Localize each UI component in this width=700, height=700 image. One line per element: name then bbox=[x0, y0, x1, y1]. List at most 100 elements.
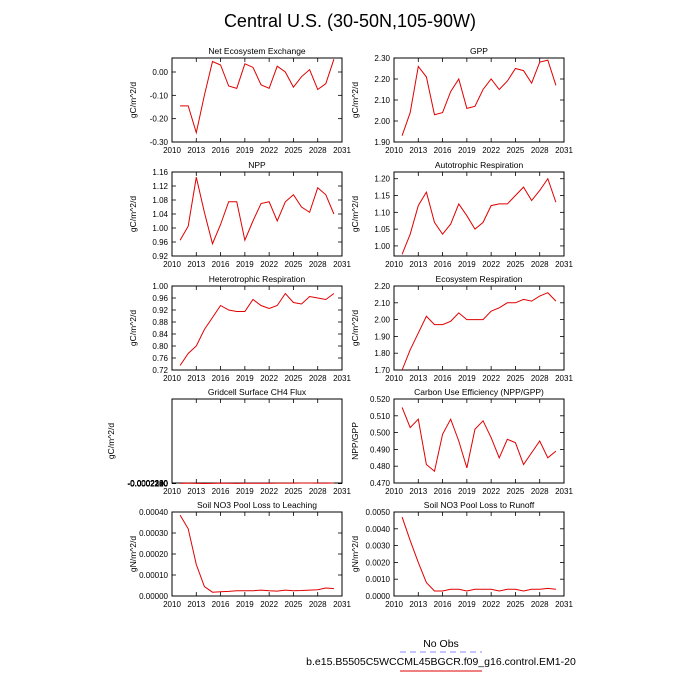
panel-2: GPP 2010 2013 2016 2019 2022 2025 2028 2031 1.90 2… bbox=[350, 46, 573, 155]
x-tick-label: 2025 bbox=[507, 374, 525, 383]
x-tick-label: 2028 bbox=[309, 146, 327, 155]
x-tick-label: 2019 bbox=[458, 600, 476, 609]
x-tick-label: 2028 bbox=[531, 260, 549, 269]
y-axis-label: gC/m^2/d bbox=[128, 310, 138, 346]
x-tick-label: 2022 bbox=[482, 487, 500, 496]
y-tick-label: 0.490 bbox=[370, 445, 391, 454]
x-tick-label: 2010 bbox=[163, 487, 181, 496]
x-tick-label: 2019 bbox=[236, 487, 254, 496]
x-tick-label: 2022 bbox=[482, 146, 500, 155]
series-line bbox=[179, 514, 334, 593]
panel-title: Soil NO3 Pool Loss to Leaching bbox=[197, 500, 317, 510]
y-tick-label: 1.05 bbox=[374, 225, 390, 234]
x-tick-label: 2025 bbox=[285, 600, 303, 609]
y-tick-label: 1.00 bbox=[152, 282, 168, 291]
y-tick-label: 0.510 bbox=[370, 412, 391, 421]
x-tick-label: 2013 bbox=[409, 260, 427, 269]
x-tick-label: 2016 bbox=[212, 487, 230, 496]
x-tick-label: 2031 bbox=[555, 146, 573, 155]
y-tick-label: -0.20 bbox=[150, 115, 169, 124]
y-tick-label: 1.70 bbox=[374, 366, 390, 375]
y-axis-label: gC/m^2/d bbox=[350, 196, 360, 232]
panel-title: GPP bbox=[470, 46, 488, 56]
y-tick-label: 2.30 bbox=[374, 54, 390, 63]
figure-title: Central U.S. (30-50N,105-90W) bbox=[224, 11, 476, 31]
plot-frame bbox=[393, 285, 565, 371]
y-tick-label: 1.12 bbox=[152, 182, 168, 191]
y-tick-label: 1.90 bbox=[374, 332, 390, 341]
x-tick-label: 2013 bbox=[187, 146, 205, 155]
y-tick-label: 0.0010 bbox=[366, 575, 391, 584]
y-tick-label: 0.0020 bbox=[366, 558, 391, 567]
y-tick-label: 0.00010 bbox=[139, 571, 168, 580]
y-axis-label: NPP/GPP bbox=[350, 422, 360, 460]
y-tick-label: 0.00040 bbox=[139, 508, 168, 517]
x-tick-label: 2031 bbox=[555, 487, 573, 496]
series-line bbox=[179, 292, 335, 366]
x-tick-label: 2013 bbox=[409, 487, 427, 496]
y-tick-label: 0.96 bbox=[152, 294, 168, 303]
x-tick-label: 2016 bbox=[434, 260, 452, 269]
x-tick-label: 2013 bbox=[187, 374, 205, 383]
panel-title: Carbon Use Efficiency (NPP/GPP) bbox=[414, 387, 544, 397]
x-tick-label: 2022 bbox=[482, 600, 500, 609]
legend: No Obs b.e15.B5505C5WCCML45BGCR.f09_g16.… bbox=[306, 638, 576, 672]
series-line bbox=[401, 177, 557, 255]
plot-frame bbox=[393, 398, 565, 484]
x-tick-label: 2010 bbox=[385, 374, 403, 383]
y-tick-label: 0.96 bbox=[152, 238, 168, 247]
y-tick-label: -0.30 bbox=[150, 138, 169, 147]
plot-frame bbox=[393, 57, 565, 143]
x-tick-label: 2013 bbox=[187, 260, 205, 269]
x-tick-label: 2025 bbox=[285, 487, 303, 496]
y-tick-label: 0.92 bbox=[152, 306, 168, 315]
y-tick-label: 0.84 bbox=[152, 330, 168, 339]
x-tick-label: 2010 bbox=[163, 600, 181, 609]
legend-label-no-obs: No Obs bbox=[423, 638, 459, 650]
panel-6: Ecosystem Respiration 2010 2013 2016 2019 202… bbox=[350, 274, 573, 383]
y-tick-label: 1.10 bbox=[374, 208, 390, 217]
panel-4: Autotrophic Respiration 2010 2013 2016 2019 2… bbox=[350, 160, 573, 269]
series-line bbox=[401, 59, 557, 136]
x-tick-label: 2016 bbox=[434, 487, 452, 496]
y-tick-label: 2.20 bbox=[374, 75, 390, 84]
y-tick-label: 2.00 bbox=[374, 117, 390, 126]
x-tick-label: 2022 bbox=[260, 600, 278, 609]
y-tick-label: 2.10 bbox=[374, 96, 390, 105]
x-tick-label: 2016 bbox=[212, 374, 230, 383]
y-tick-label: -0.0002180 bbox=[128, 480, 169, 489]
y-tick-label: 1.16 bbox=[152, 168, 168, 177]
x-tick-label: 2022 bbox=[260, 146, 278, 155]
y-tick-label: 2.10 bbox=[374, 299, 390, 308]
panel-title: Gridcell Surface CH4 Flux bbox=[208, 387, 307, 397]
x-tick-label: 2013 bbox=[409, 600, 427, 609]
x-tick-label: 2010 bbox=[385, 487, 403, 496]
x-tick-label: 2016 bbox=[212, 260, 230, 269]
y-tick-label: 0.76 bbox=[152, 354, 168, 363]
x-tick-label: 2028 bbox=[531, 600, 549, 609]
panel-title: Autotrophic Respiration bbox=[435, 160, 524, 170]
x-tick-label: 2022 bbox=[260, 260, 278, 269]
x-tick-label: 2019 bbox=[236, 260, 254, 269]
plot-frame bbox=[171, 285, 343, 371]
y-tick-label: 0.72 bbox=[152, 366, 168, 375]
series-line bbox=[401, 516, 556, 592]
y-tick-label: 2.20 bbox=[374, 282, 390, 291]
y-tick-label: 0.500 bbox=[370, 429, 391, 438]
x-tick-label: 2031 bbox=[555, 374, 573, 383]
x-tick-label: 2022 bbox=[260, 374, 278, 383]
plot-frame bbox=[393, 511, 565, 597]
x-tick-label: 2016 bbox=[212, 146, 230, 155]
panels: Net Ecosystem Exchange 2010 2013 2016 2019 20… bbox=[106, 46, 573, 609]
panel-10: Soil NO3 Pool Loss to Runoff 2010 2013 2016… bbox=[350, 500, 573, 609]
y-tick-label: 2.00 bbox=[374, 316, 390, 325]
y-axis-label: gC/m^2/d bbox=[350, 310, 360, 346]
x-tick-label: 2031 bbox=[333, 600, 351, 609]
y-axis-label: gC/m^2/d bbox=[128, 196, 138, 232]
y-tick-label: -0.0002300 bbox=[128, 479, 169, 488]
x-tick-label: 2016 bbox=[434, 600, 452, 609]
y-tick-label: -0.10 bbox=[150, 91, 169, 100]
x-tick-label: 2010 bbox=[163, 260, 181, 269]
x-tick-label: 2013 bbox=[187, 600, 205, 609]
y-tick-label: 0.00020 bbox=[139, 550, 168, 559]
